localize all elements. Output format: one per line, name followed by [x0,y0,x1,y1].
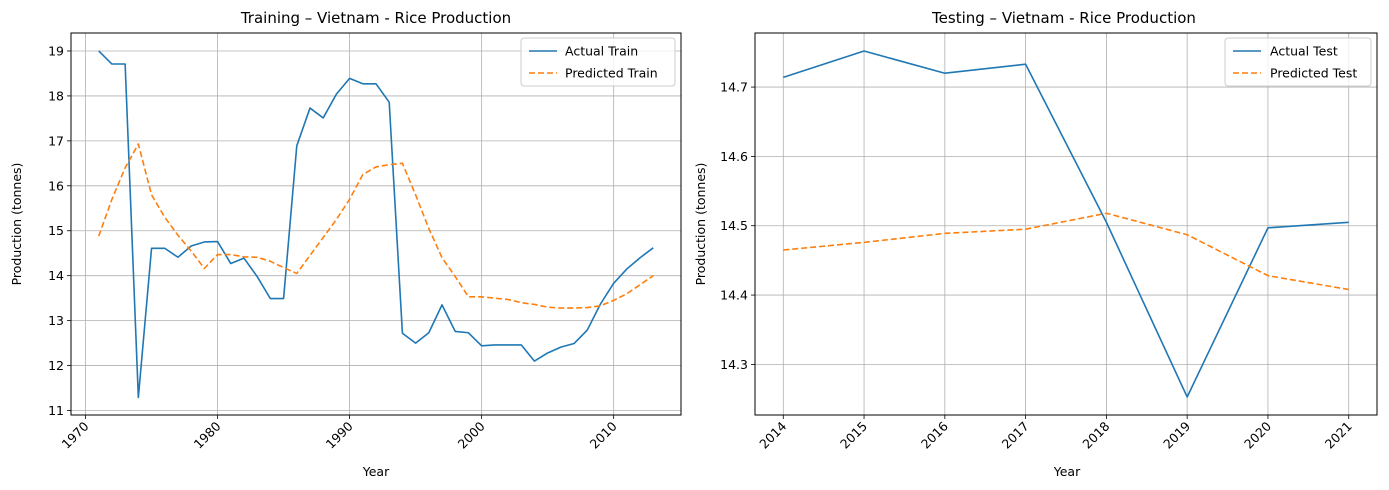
y-axis-label: Production (tonnes) [693,163,708,286]
x-axis-label: Year [1053,464,1081,479]
x-axis-label: Year [362,464,390,479]
chart-title: Testing – Vietnam - Rice Production [931,9,1196,27]
series-line-actual-train [98,50,654,399]
grid [71,33,681,415]
legend-label-predicted-test: Predicted Test [1270,66,1357,81]
y-tick-label: 13 [48,313,64,328]
chart-title: Training – Vietnam - Rice Production [240,9,511,27]
legend-label-actual-test: Actual Test [1270,44,1338,59]
y-tick-label: 14.4 [720,288,748,303]
y-axis-ticks: 14.3 14.4 14.5 14.6 14.7 [720,80,755,372]
series-line-actual-test [783,50,1349,398]
y-tick-label: 16 [48,178,64,193]
y-tick-label: 14 [48,268,64,283]
plot-frame [754,32,1378,416]
plot-lines [783,50,1349,398]
y-tick-label: 14.7 [720,80,748,95]
y-axis-ticks: 11 12 13 14 15 16 17 18 19 [48,43,71,418]
legend-box [1224,37,1372,87]
y-tick-label: 14.6 [720,149,748,164]
y-tick-label: 12 [48,358,64,373]
legend-label-actual-train: Actual Train [565,44,638,59]
plot-frame [70,32,682,416]
legend-label-predicted-train: Predicted Train [565,66,658,81]
y-tick-label: 11 [48,403,64,418]
plot-lines [97,50,654,399]
series-line-predicted-train [97,143,654,309]
legend: Actual Train Predicted Train [520,37,676,87]
series-line-predicted-test [783,212,1349,291]
grid [755,33,1377,415]
y-tick-label: 14.3 [720,357,748,372]
legend: Actual Test Predicted Test [1224,37,1372,87]
y-tick-label: 14.5 [720,218,748,233]
y-axis-label: Production (tonnes) [9,163,24,286]
legend-box [520,37,676,87]
y-tick-label: 18 [48,88,64,103]
y-tick-label: 17 [48,133,64,148]
y-tick-label: 15 [48,223,64,238]
y-tick-label: 19 [48,43,64,58]
